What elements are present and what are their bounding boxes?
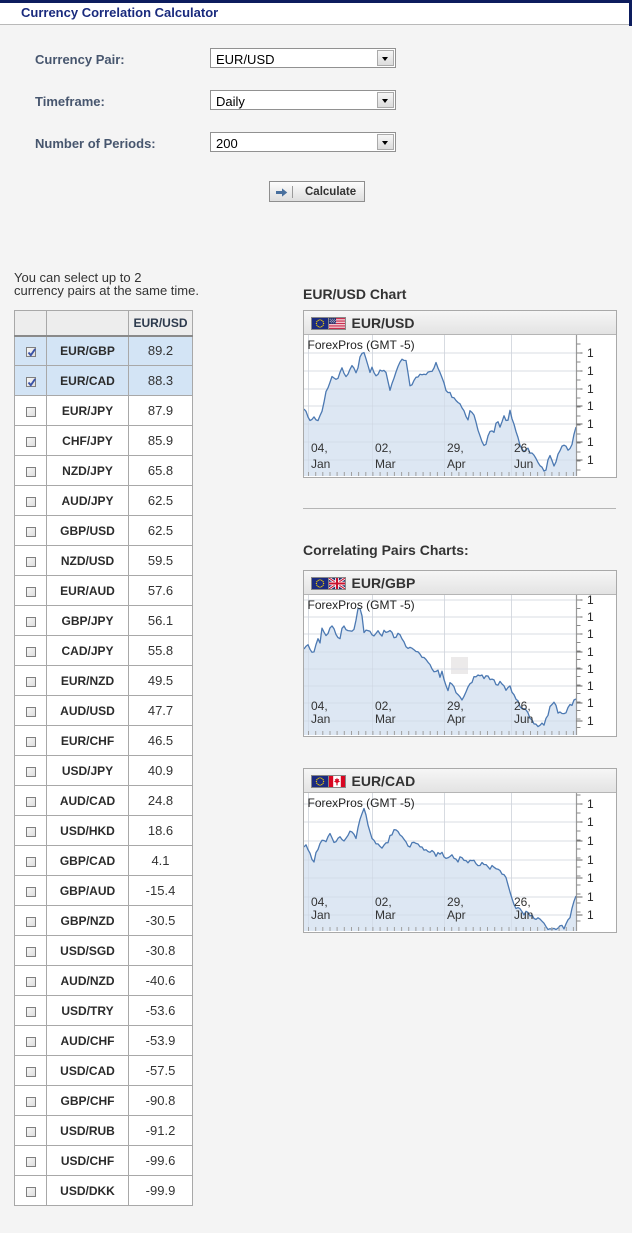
svg-text:26,: 26, (514, 699, 531, 713)
svg-text:1: 1 (587, 453, 594, 467)
svg-text:1: 1 (587, 834, 594, 848)
svg-text:ForexPros (GMT -5): ForexPros (GMT -5) (308, 338, 415, 352)
svg-text:29,: 29, (447, 699, 464, 713)
svg-text:Apr: Apr (447, 457, 466, 471)
svg-text:26,: 26, (514, 895, 531, 909)
svg-text:Jan: Jan (311, 712, 330, 726)
svg-text:Apr: Apr (447, 908, 466, 922)
svg-text:ForexPros (GMT -5): ForexPros (GMT -5) (308, 796, 415, 810)
svg-text:1: 1 (587, 346, 594, 360)
svg-text:1: 1 (587, 382, 594, 396)
svg-text:1: 1 (587, 645, 594, 659)
svg-text:04,: 04, (311, 699, 328, 713)
svg-text:1: 1 (587, 662, 594, 676)
svg-text:Jun: Jun (514, 908, 533, 922)
svg-text:Mar: Mar (375, 712, 396, 726)
svg-text:1: 1 (587, 595, 594, 607)
svg-text:Jun: Jun (514, 712, 533, 726)
svg-text:1: 1 (587, 815, 594, 829)
svg-text:1: 1 (587, 853, 594, 867)
svg-text:1: 1 (587, 364, 594, 378)
svg-text:1: 1 (587, 871, 594, 885)
svg-text:ForexPros (GMT -5): ForexPros (GMT -5) (308, 598, 415, 612)
svg-text:1: 1 (587, 890, 594, 904)
svg-text:04,: 04, (311, 441, 328, 455)
svg-text:1: 1 (587, 610, 594, 624)
svg-text:Jun: Jun (514, 457, 533, 471)
svg-text:29,: 29, (447, 895, 464, 909)
svg-text:Apr: Apr (447, 712, 466, 726)
svg-text:1: 1 (587, 908, 594, 922)
svg-text:1: 1 (587, 435, 594, 449)
svg-text:1: 1 (587, 696, 594, 710)
svg-text:29,: 29, (447, 441, 464, 455)
svg-text:Jan: Jan (311, 457, 330, 471)
svg-text:1: 1 (587, 679, 594, 693)
svg-text:1: 1 (587, 797, 594, 811)
svg-text:1: 1 (587, 714, 594, 728)
svg-text:Jan: Jan (311, 908, 330, 922)
svg-text:02,: 02, (375, 895, 392, 909)
svg-text:1: 1 (587, 399, 594, 413)
svg-text:02,: 02, (375, 699, 392, 713)
svg-text:04,: 04, (311, 895, 328, 909)
svg-text:02,: 02, (375, 441, 392, 455)
svg-text:1: 1 (587, 417, 594, 431)
svg-text:26,: 26, (514, 441, 531, 455)
svg-text:1: 1 (587, 627, 594, 641)
svg-text:Mar: Mar (375, 457, 396, 471)
svg-text:Mar: Mar (375, 908, 396, 922)
